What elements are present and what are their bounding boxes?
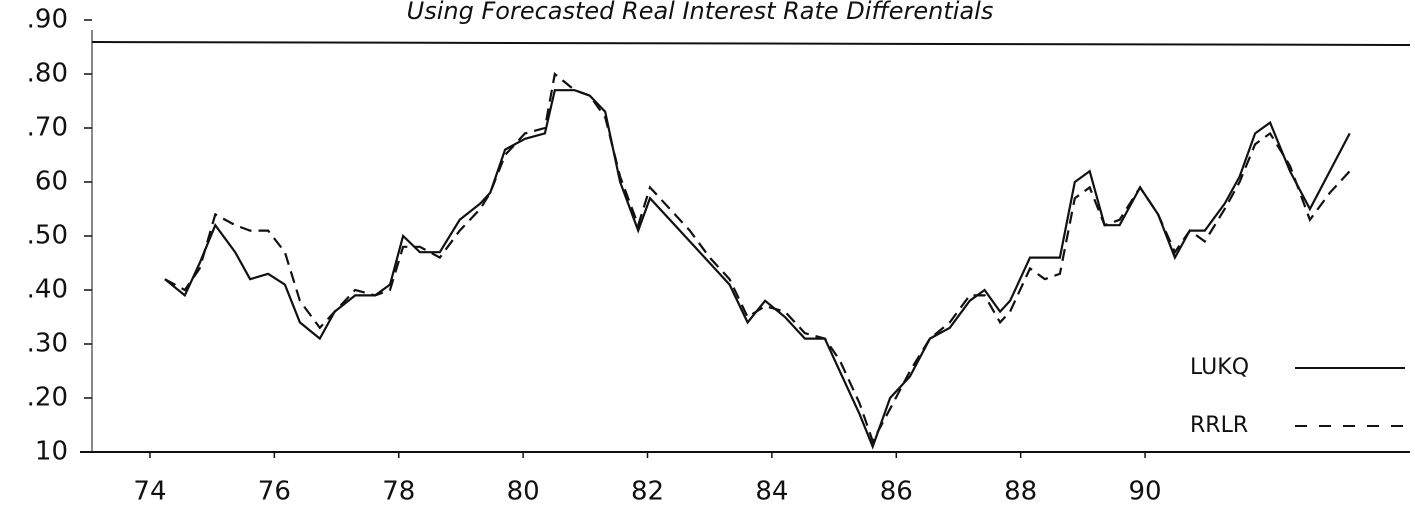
x-tick-label: 78 — [382, 477, 415, 507]
legend-label: LUKQ — [1190, 355, 1249, 380]
x-tick-label: 82 — [631, 477, 664, 507]
y-tick-label: 10 — [35, 437, 68, 467]
y-tick-label: .90 — [27, 5, 68, 35]
series-line — [164, 71, 1351, 444]
x-tick-label: 74 — [133, 477, 166, 507]
y-tick-label: .30 — [27, 329, 68, 359]
y-tick-label: .70 — [27, 113, 68, 143]
y-tick-label: .50 — [27, 221, 68, 251]
y-tick-label: 60 — [35, 167, 68, 197]
y-tick-label: .20 — [27, 383, 68, 413]
y-tick-label: .80 — [27, 59, 68, 89]
x-tick-label: 88 — [1004, 477, 1037, 507]
legend-label: RRLR — [1190, 413, 1248, 438]
x-tick-label: 86 — [880, 477, 913, 507]
y-tick-label: .40 — [27, 275, 68, 305]
chart-title: Using Forecasted Real Interest Rate Diff… — [407, 0, 994, 25]
top-frame — [91, 41, 1411, 46]
series-line — [164, 89, 1351, 450]
x-tick-label: 76 — [258, 477, 291, 507]
x-tick-label: 90 — [1129, 477, 1162, 507]
x-tick-label: 80 — [507, 477, 540, 507]
x-tick-label: 84 — [755, 477, 788, 507]
